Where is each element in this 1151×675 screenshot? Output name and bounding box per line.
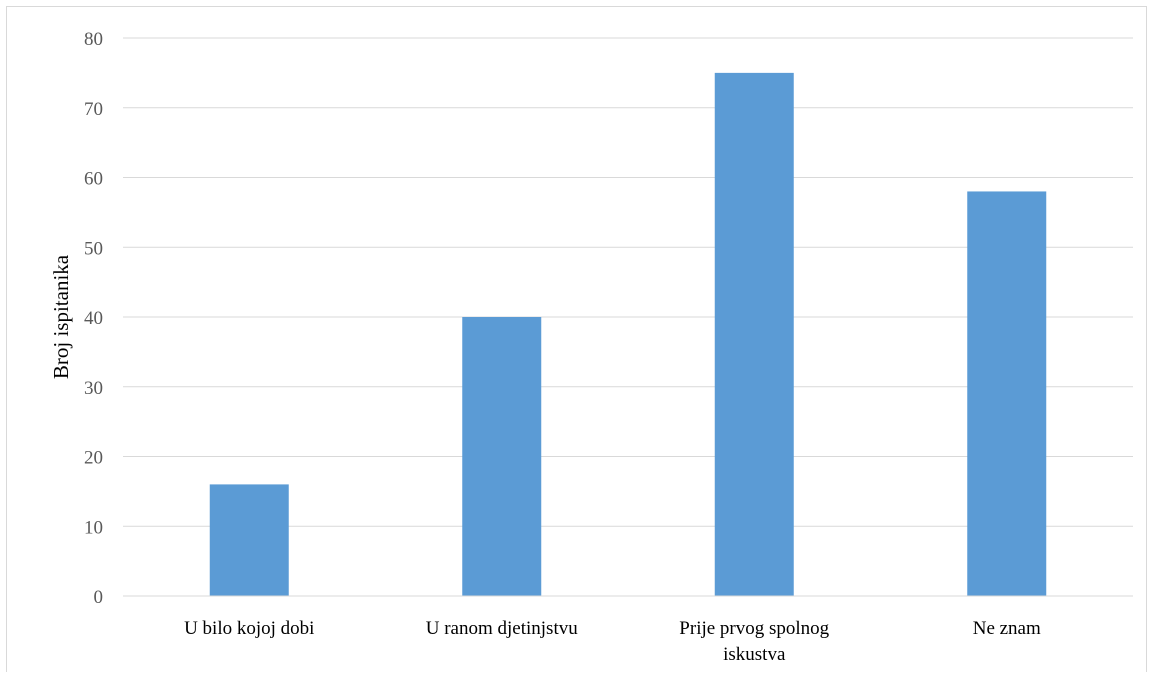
y-axis-title: Broj ispitanika (49, 254, 73, 379)
bar (967, 191, 1047, 596)
x-tick-label: Prije prvog spolnog (679, 618, 829, 639)
x-tick-label: Ne znam (973, 618, 1041, 639)
y-tick-label: 60 (84, 169, 103, 190)
y-tick-label: 10 (84, 517, 103, 538)
gridlines (123, 37, 1133, 527)
y-tick-label: 40 (84, 308, 103, 329)
bar (714, 72, 794, 596)
y-tick-label: 50 (84, 238, 103, 259)
y-tick-label: 80 (84, 29, 103, 50)
y-axis-ticks: 0 10 20 30 40 50 60 70 80 (84, 29, 103, 608)
bar (462, 317, 542, 596)
x-tick-label: U bilo kojoj dobi (184, 618, 314, 639)
y-tick-label: 70 (84, 99, 103, 120)
y-tick-label: 20 (84, 448, 103, 469)
x-tick-label: U ranom djetinjstvu (426, 618, 578, 639)
bar (209, 484, 289, 596)
x-tick-label: iskustva (723, 644, 786, 665)
y-tick-label: 0 (94, 587, 104, 608)
chart-frame (6, 6, 1147, 672)
bars (209, 72, 1047, 596)
y-tick-label: 30 (84, 378, 103, 399)
x-axis-labels: U bilo kojoj dobi U ranom djetinjstvu Prij… (184, 618, 1041, 665)
